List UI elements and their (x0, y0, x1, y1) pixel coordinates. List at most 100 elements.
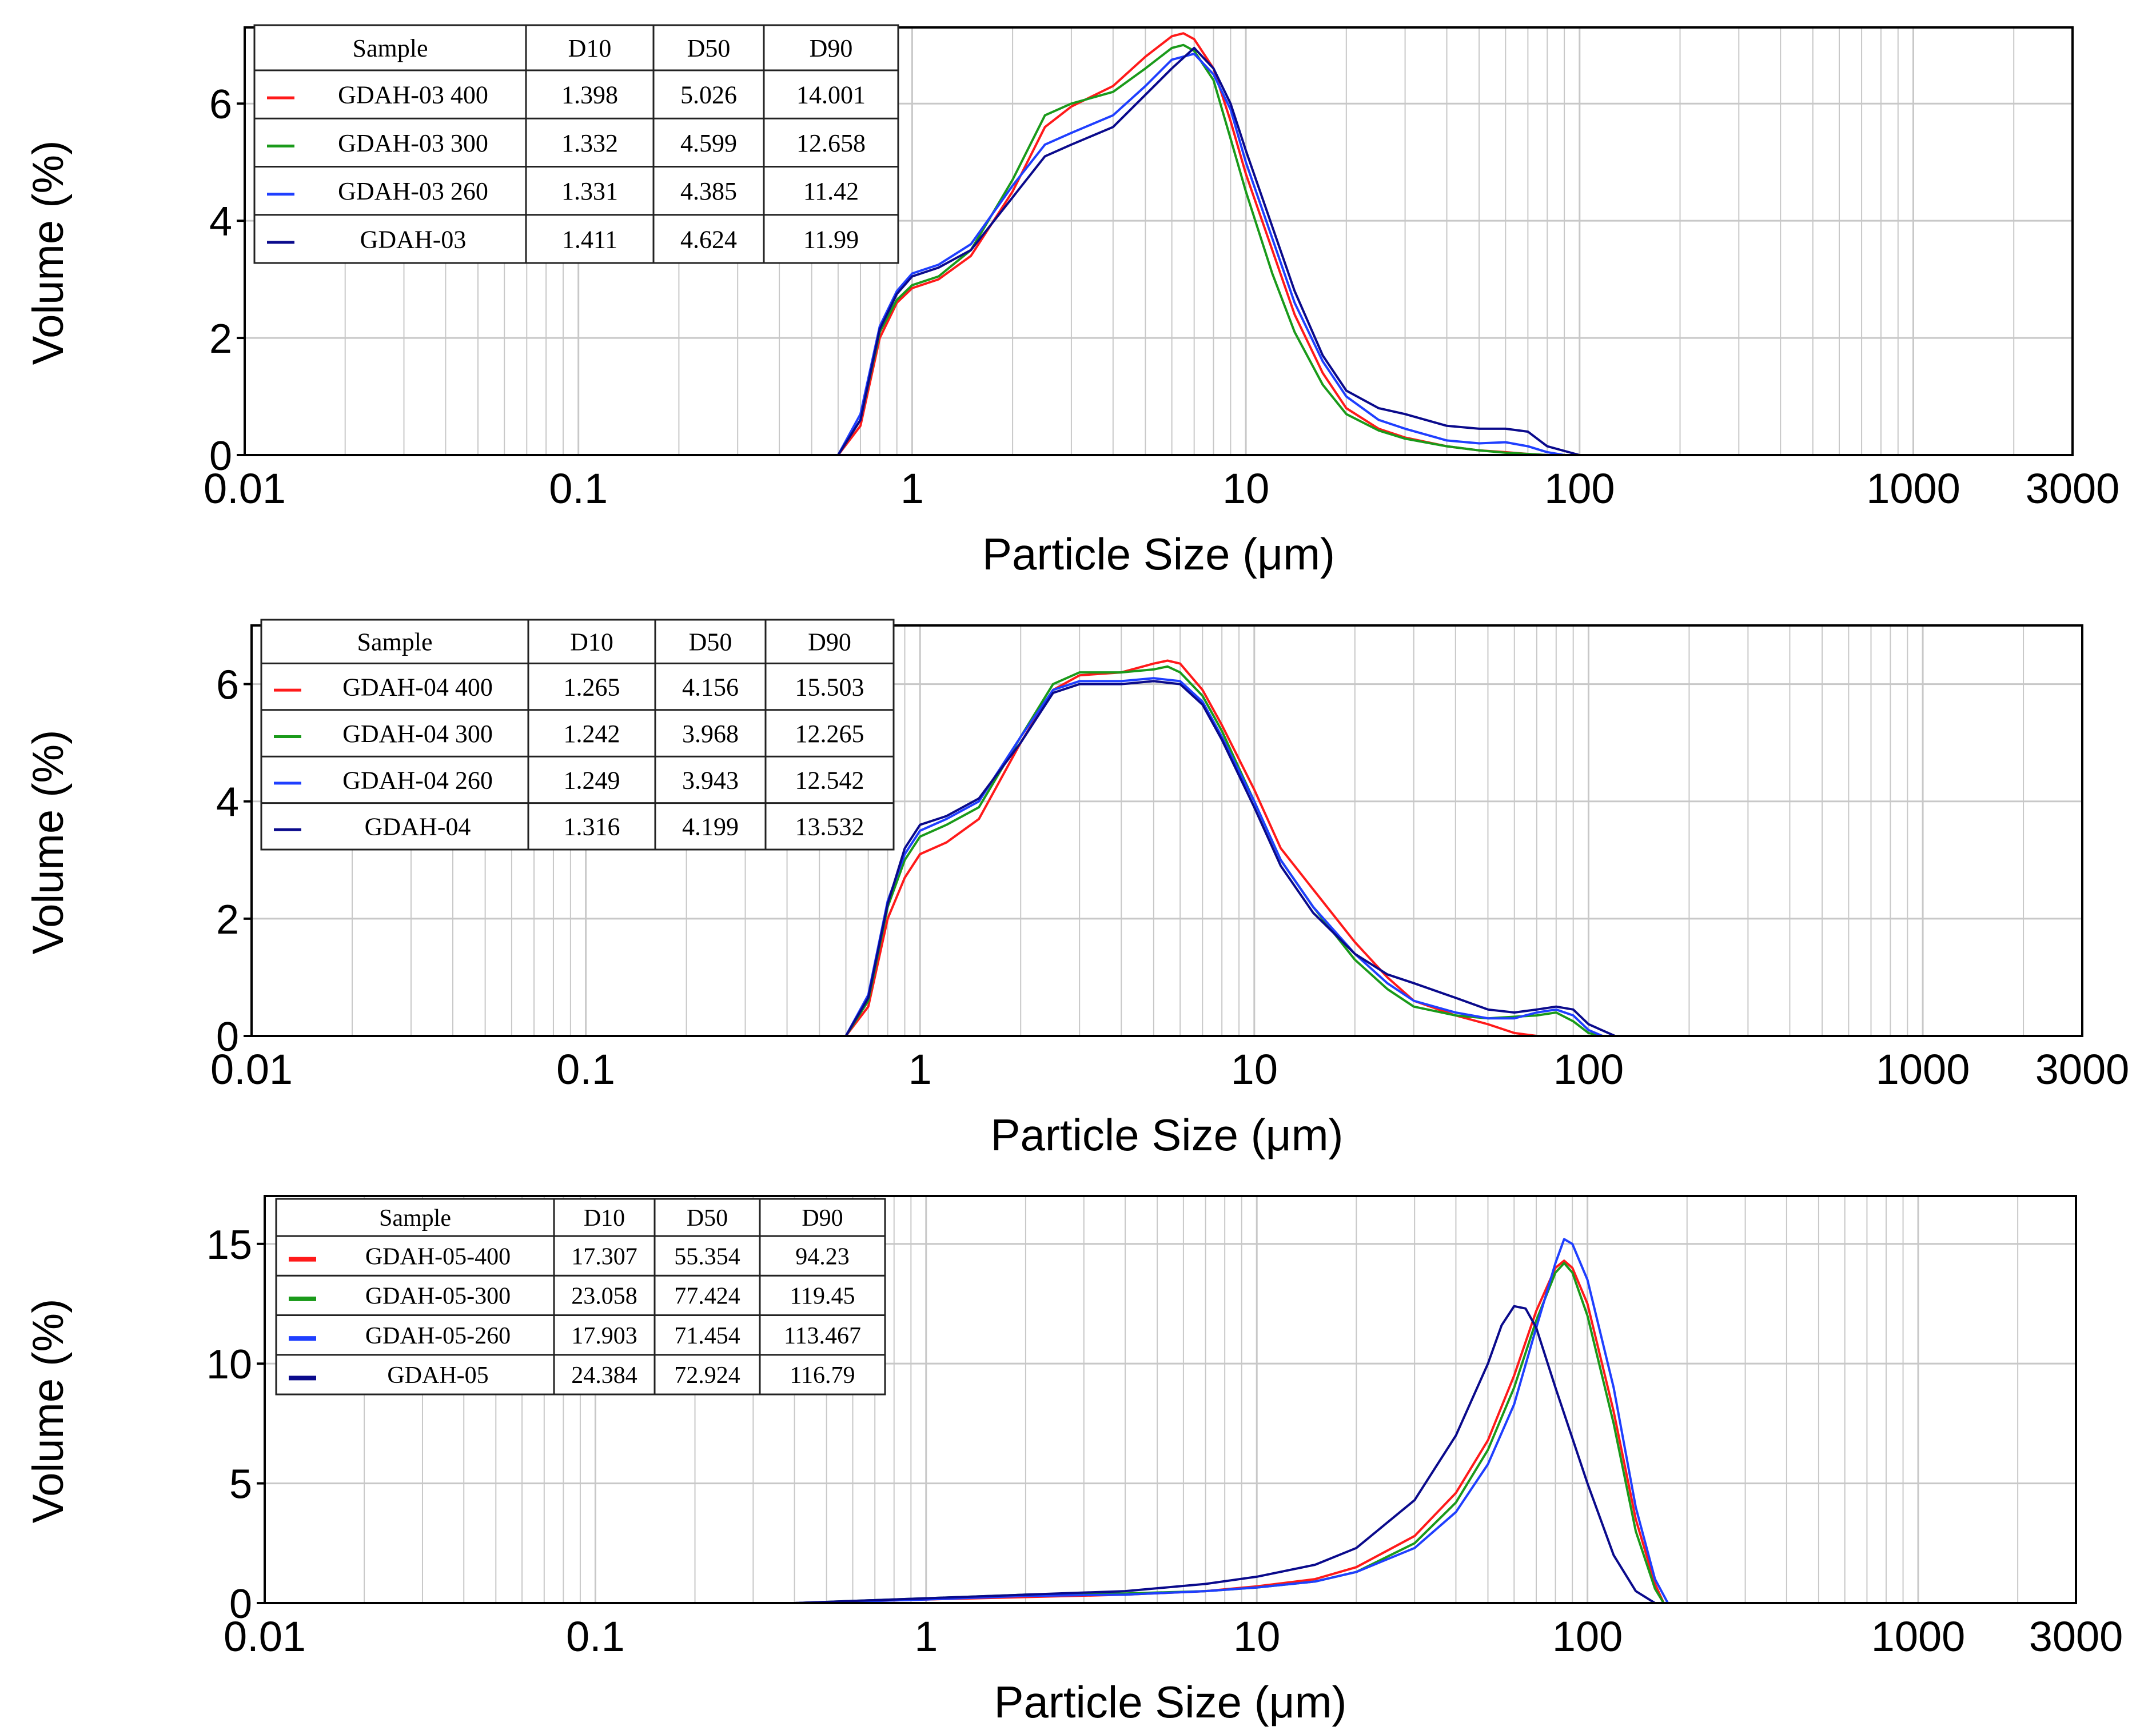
legend-background (275, 1198, 886, 1396)
legend-sample-name: GDAH-03 260 (338, 177, 488, 205)
legend-value-d90: 14.001 (796, 81, 866, 109)
y-tick-label: 5 (229, 1462, 252, 1508)
legend-value-d10: 1.316 (564, 813, 620, 841)
legend-value-d90: 12.658 (796, 129, 866, 157)
legend-value-d50: 5.026 (680, 81, 737, 109)
series-line-gdah-05-300 (480, 1262, 2032, 1604)
legend-table: Sample D10 D50 D90 GDAH-04 400 1.265 4.156 15.5… (260, 619, 895, 851)
y-axis-label: Volume (%) (24, 141, 73, 365)
legend-value-d10: 1.265 (564, 673, 620, 701)
series-line-gdah-03-300 (463, 43, 2028, 456)
legend-value-d10: 1.411 (562, 225, 617, 253)
x-tick-label: 100 (1544, 465, 1615, 512)
series-line-gdah-04-400 (469, 659, 2038, 1037)
legend-sample-name: GDAH-05-400 (365, 1243, 511, 1270)
x-tick-label: 0.01 (204, 465, 286, 512)
legend-value-d10: 17.307 (571, 1243, 637, 1270)
y-tick-label: 6 (209, 82, 232, 127)
y-tick-label: 15 (206, 1222, 252, 1268)
x-tick-label: 3000 (2035, 1046, 2130, 1093)
legend-sample-name: GDAH-03 (360, 225, 467, 253)
legend-value-d50: 3.968 (682, 720, 739, 748)
legend-background (260, 619, 895, 851)
legend-sample-name: GDAH-04 260 (342, 766, 493, 794)
legend-value-d90: 11.99 (803, 225, 859, 253)
series-line-gdah-05-260 (480, 1238, 2032, 1604)
legend-sample-name: GDAH-05 (387, 1362, 488, 1389)
y-tick-label: 0 (209, 433, 232, 479)
legend-header-d50: D50 (689, 628, 732, 656)
legend-value-d10: 1.242 (564, 720, 620, 748)
legend-sample-name: GDAH-03 300 (338, 129, 488, 157)
legend-sample-name: GDAH-04 (365, 813, 471, 841)
plot-frame (244, 26, 2074, 456)
y-tick-label: 2 (216, 897, 239, 943)
legend-value-d50: 71.454 (674, 1323, 740, 1349)
chart-panel-1: 0 2 4 6 0.01 0.1 1 10 100 1000 3000 Particle Size (… (24, 24, 2120, 579)
x-axis-label: Particle Size (μm) (990, 1110, 1343, 1160)
y-tick-label: 2 (209, 316, 232, 362)
y-tick-label: 0 (216, 1014, 239, 1060)
x-tick-label: 1000 (1871, 1613, 1966, 1660)
x-tick-label: 1 (908, 1046, 932, 1093)
legend-sample-name: GDAH-05-300 (365, 1283, 511, 1310)
legend-value-d10: 17.903 (571, 1323, 637, 1349)
x-axis-label: Particle Size (μm) (982, 529, 1335, 579)
legend-value-d10: 1.331 (561, 177, 618, 205)
legend-table: Sample D10 D50 D90 GDAH-03 400 1.398 5.026 14.0… (253, 24, 899, 264)
legend-header-d50: D50 (687, 34, 731, 62)
legend-header-d10: D10 (570, 628, 613, 656)
x-tick-label: 3000 (2029, 1613, 2123, 1660)
x-tick-label: 100 (1553, 1046, 1624, 1093)
legend-sample-name: GDAH-03 400 (338, 81, 488, 109)
series-line-gdah-04 (469, 680, 2038, 1037)
series-line-gdah-03 (463, 46, 2028, 456)
legend-value-d50: 77.424 (674, 1283, 740, 1310)
y-tick-label: 6 (216, 663, 239, 708)
legend-header-d90: D90 (810, 34, 853, 62)
legend-value-d90: 13.532 (795, 813, 864, 841)
legend-header-sample: Sample (353, 34, 428, 62)
series-line-gdah-04-300 (469, 665, 2038, 1037)
x-tick-label: 1000 (1866, 465, 1960, 512)
x-tick-label: 10 (1231, 1046, 1278, 1093)
series-line-gdah-03-260 (463, 53, 2028, 456)
legend-value-d90: 94.23 (795, 1243, 850, 1270)
x-tick-label: 10 (1222, 465, 1269, 512)
legend-value-d90: 113.467 (784, 1323, 861, 1349)
legend-value-d50: 4.624 (680, 225, 737, 253)
legend-sample-name: GDAH-05-260 (365, 1323, 511, 1349)
y-tick-label: 4 (209, 199, 232, 245)
legend-value-d10: 23.058 (571, 1283, 637, 1310)
plot-frame (250, 624, 2083, 1037)
legend-value-d90: 12.542 (795, 766, 864, 794)
legend-value-d50: 72.924 (674, 1362, 740, 1389)
series-lines (463, 32, 2028, 456)
legend-sample-name: GDAH-04 300 (342, 720, 493, 748)
x-tick-label: 1000 (1876, 1046, 1970, 1093)
legend-value-d90: 11.42 (803, 177, 859, 205)
legend-value-d90: 12.265 (795, 720, 864, 748)
series-lines (469, 659, 2038, 1037)
chart-panel-3: 0 5 10 15 0.01 0.1 1 10 100 1000 3000 Particle Size… (24, 1195, 2123, 1727)
legend-background (253, 24, 899, 264)
x-tick-label: 3000 (2026, 465, 2120, 512)
y-tick-label: 4 (216, 780, 239, 826)
legend-value-d10: 1.332 (561, 129, 618, 157)
legend-value-d10: 1.398 (561, 81, 618, 109)
y-tick-label: 0 (229, 1581, 252, 1627)
x-tick-label: 0.01 (224, 1613, 306, 1660)
series-line-gdah-05 (480, 1305, 2032, 1604)
x-axis-label: Particle Size (μm) (994, 1677, 1346, 1727)
x-tick-label: 100 (1552, 1613, 1623, 1660)
legend-value-d50: 4.156 (682, 673, 739, 701)
legend-sample-name: GDAH-04 400 (342, 673, 493, 701)
legend-value-d90: 15.503 (795, 673, 864, 701)
legend-header-d10: D10 (568, 34, 612, 62)
series-lines (480, 1238, 2032, 1604)
legend-value-d50: 3.943 (682, 766, 739, 794)
x-tick-label: 0.01 (210, 1046, 293, 1093)
y-axis-label: Volume (%) (24, 730, 73, 955)
y-axis-label: Volume (%) (24, 1299, 73, 1524)
legend-value-d50: 55.354 (674, 1243, 740, 1270)
